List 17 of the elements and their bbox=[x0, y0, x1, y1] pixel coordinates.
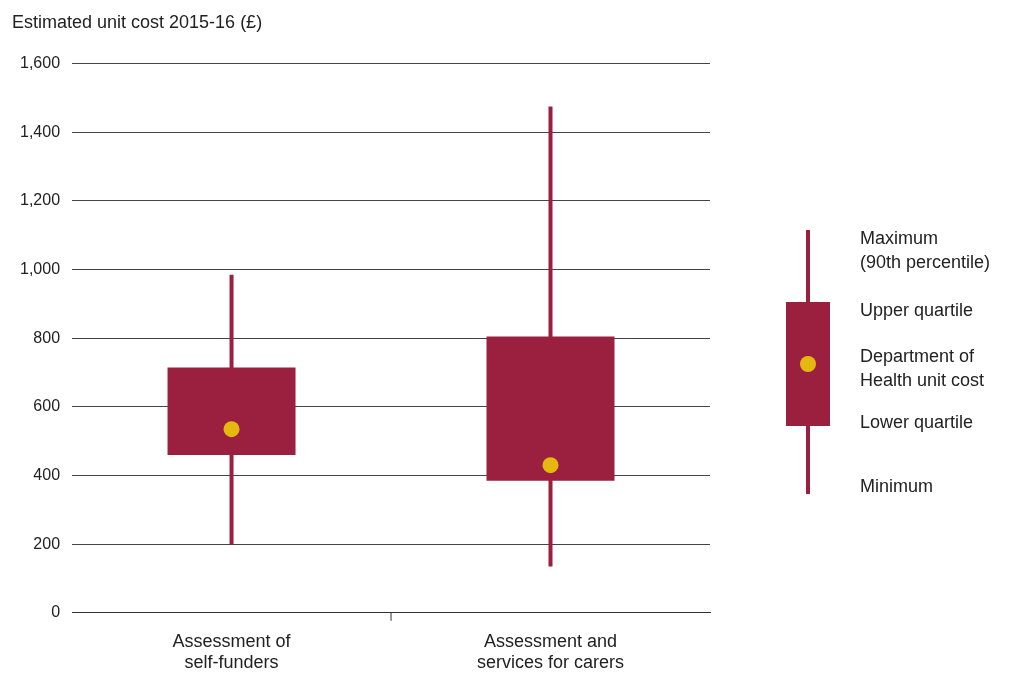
y-tick-label: 600 bbox=[33, 397, 61, 415]
y-axis-title: Estimated unit cost 2015-16 (£) bbox=[12, 12, 263, 33]
x-tick-label: Assessment and services for carers bbox=[476, 630, 625, 673]
text: Department of Health unit cost bbox=[860, 345, 985, 392]
y-tick-label: 1,200 bbox=[19, 191, 61, 209]
text: Minimum bbox=[860, 475, 934, 498]
text: Lower quartile bbox=[860, 411, 974, 434]
y-tick-label: 1,000 bbox=[19, 259, 61, 277]
text: Maximum (90th percentile) bbox=[860, 227, 991, 274]
y-tick-label: 0 bbox=[51, 603, 61, 621]
y-tick-label: 1,400 bbox=[19, 122, 61, 140]
text: Upper quartile bbox=[860, 299, 974, 322]
y-tick-label: 200 bbox=[33, 534, 61, 552]
x-tick-label: Assessment of self-funders bbox=[172, 630, 292, 673]
y-tick-label: 800 bbox=[33, 328, 61, 346]
y-tick-label: 1,600 bbox=[19, 54, 61, 72]
y-tick-label: 400 bbox=[33, 465, 61, 483]
